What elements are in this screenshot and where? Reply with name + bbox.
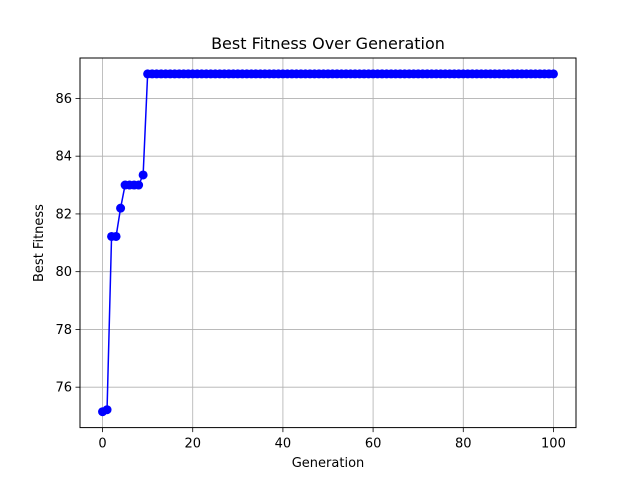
data-point: [102, 405, 112, 415]
axis-ticks: 0 20 40 60 80 100 76 78 80 82 84 86: [55, 92, 565, 452]
y-tick-label: 76: [55, 381, 72, 396]
x-tick-label: 80: [455, 437, 472, 452]
x-axis-label: Generation: [292, 456, 365, 471]
grid: [80, 58, 576, 428]
data-point: [548, 69, 558, 79]
data-point: [134, 180, 144, 190]
plot-frame: [79, 57, 577, 429]
series-line-layer: [98, 69, 558, 417]
x-tick-label: 100: [541, 437, 566, 452]
y-tick-label: 78: [55, 323, 72, 338]
x-tick-label: 0: [98, 437, 106, 452]
y-tick-label: 80: [55, 265, 72, 280]
data-point: [138, 170, 148, 180]
data-point: [111, 231, 121, 241]
x-tick-label: 60: [365, 437, 382, 452]
chart-title: Best Fitness Over Generation: [211, 34, 445, 53]
y-tick-label: 82: [55, 207, 72, 222]
x-tick-label: 40: [275, 437, 292, 452]
data-point: [116, 203, 126, 213]
y-tick-label: 86: [55, 92, 72, 107]
x-tick-label: 20: [184, 437, 201, 452]
y-tick-label: 84: [55, 150, 72, 165]
y-axis-label: Best Fitness: [32, 204, 47, 282]
